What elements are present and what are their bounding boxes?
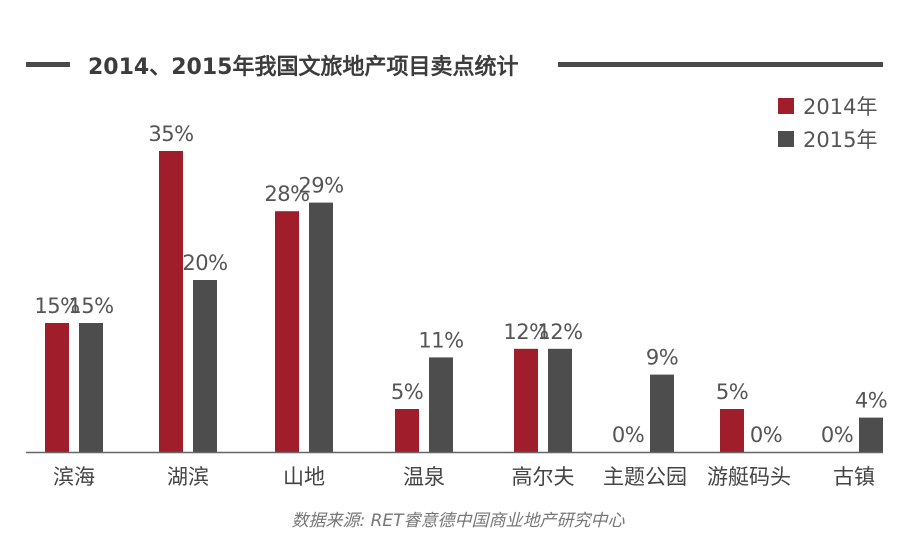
bar-2014-6 [720,409,744,452]
bar-2015-5 [650,374,674,452]
data-label: 15% [34,294,79,318]
bar-2015-0 [79,323,103,452]
x-tick-label: 主题公园 [603,465,687,489]
bar-2014-0 [45,323,69,452]
data-label: 15% [68,294,113,318]
data-label: 11% [418,328,463,352]
chart-title: 2014、2015年我国文旅地产项目卖点统计 [88,55,519,80]
legend-swatch-2015 [778,131,794,147]
bar-2015-3 [429,357,453,452]
data-label: 0% [821,423,853,447]
data-label: 35% [148,122,193,146]
title-rule-right [558,62,883,67]
x-tick-label: 游艇码头 [707,465,791,489]
source-note: 数据来源: RET睿意德中国商业地产研究中心 [291,511,625,531]
bar-2015-2 [309,202,333,452]
x-tick-label: 古镇 [833,465,875,489]
title-rule-left [26,62,70,67]
bar-2014-4 [514,348,538,452]
data-label: 0% [750,423,782,447]
bar-2015-1 [193,280,217,452]
bar-2015-4 [548,348,572,452]
data-label: 5% [391,380,423,404]
x-tick-label: 湖滨 [167,465,209,489]
data-label: 12% [537,320,582,344]
data-label: 12% [503,320,548,344]
bar-2014-3 [395,409,419,452]
data-label: 29% [298,174,343,198]
x-tick-label: 滨海 [53,465,95,489]
x-tick-label: 高尔夫 [512,465,575,489]
data-label: 4% [855,389,887,413]
data-label: 20% [182,251,227,275]
data-label: 28% [264,182,309,206]
data-label: 5% [716,380,748,404]
data-label: 0% [612,423,644,447]
data-label: 9% [646,346,678,370]
bar-2015-7 [859,417,883,452]
legend-label: 2014年 [803,95,877,119]
x-tick-label: 山地 [283,465,325,489]
bar-2014-2 [275,211,299,452]
x-tick-label: 温泉 [403,465,445,489]
bar-2014-1 [159,151,183,452]
chart-title-bar: 2014、2015年我国文旅地产项目卖点统计 [0,42,916,88]
legend-label: 2015年 [803,128,877,152]
legend-swatch-2014 [778,98,794,114]
